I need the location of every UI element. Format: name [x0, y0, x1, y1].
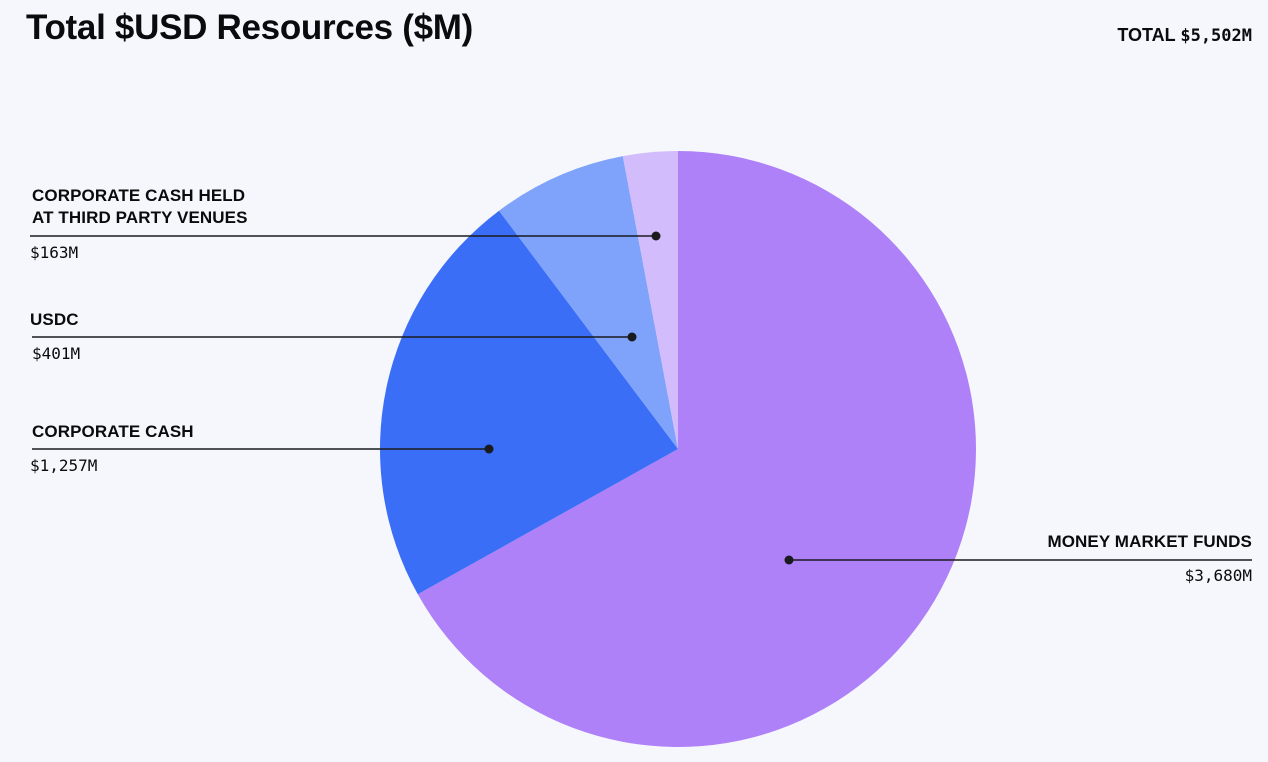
label-third-party-venues: CORPORATE CASH HELD AT THIRD PARTY VENUE…	[30, 185, 248, 263]
slice-value: $163M	[30, 243, 79, 262]
leader-dot	[784, 555, 794, 565]
leader-dot	[627, 332, 637, 342]
slice-name: MONEY MARKET FUNDS	[1047, 532, 1252, 551]
label-usdc: USDC $401M	[30, 309, 80, 364]
label-corporate-cash: CORPORATE CASH $1,257M	[30, 421, 194, 476]
total-summary: TOTAL $5,502M	[1117, 25, 1252, 46]
leader-lines	[30, 231, 1252, 565]
slice-third-party-venues	[622, 151, 678, 449]
total-value: $5,502M	[1180, 26, 1252, 46]
slice-name: USDC	[30, 310, 79, 329]
total-label: TOTAL	[1117, 25, 1176, 45]
slice-value: $1,257M	[30, 456, 98, 475]
slice-value: $401M	[32, 344, 81, 363]
slice-name: CORPORATE CASH	[32, 422, 194, 441]
slice-name: CORPORATE CASH HELD AT THIRD PARTY VENUE…	[32, 186, 248, 227]
leader-dot	[651, 231, 661, 241]
chart-title: Total $USD Resources ($M)	[26, 8, 473, 47]
slice-corporate-cash	[380, 210, 678, 595]
slice-value: $3,680M	[1184, 566, 1252, 585]
label-money-market-funds: MONEY MARKET FUNDS $3,680M	[1047, 531, 1252, 586]
pie-slices	[380, 150, 977, 747]
slice-money-market-funds	[417, 150, 977, 747]
leader-dot	[484, 444, 494, 454]
slice-usdc	[499, 156, 678, 449]
